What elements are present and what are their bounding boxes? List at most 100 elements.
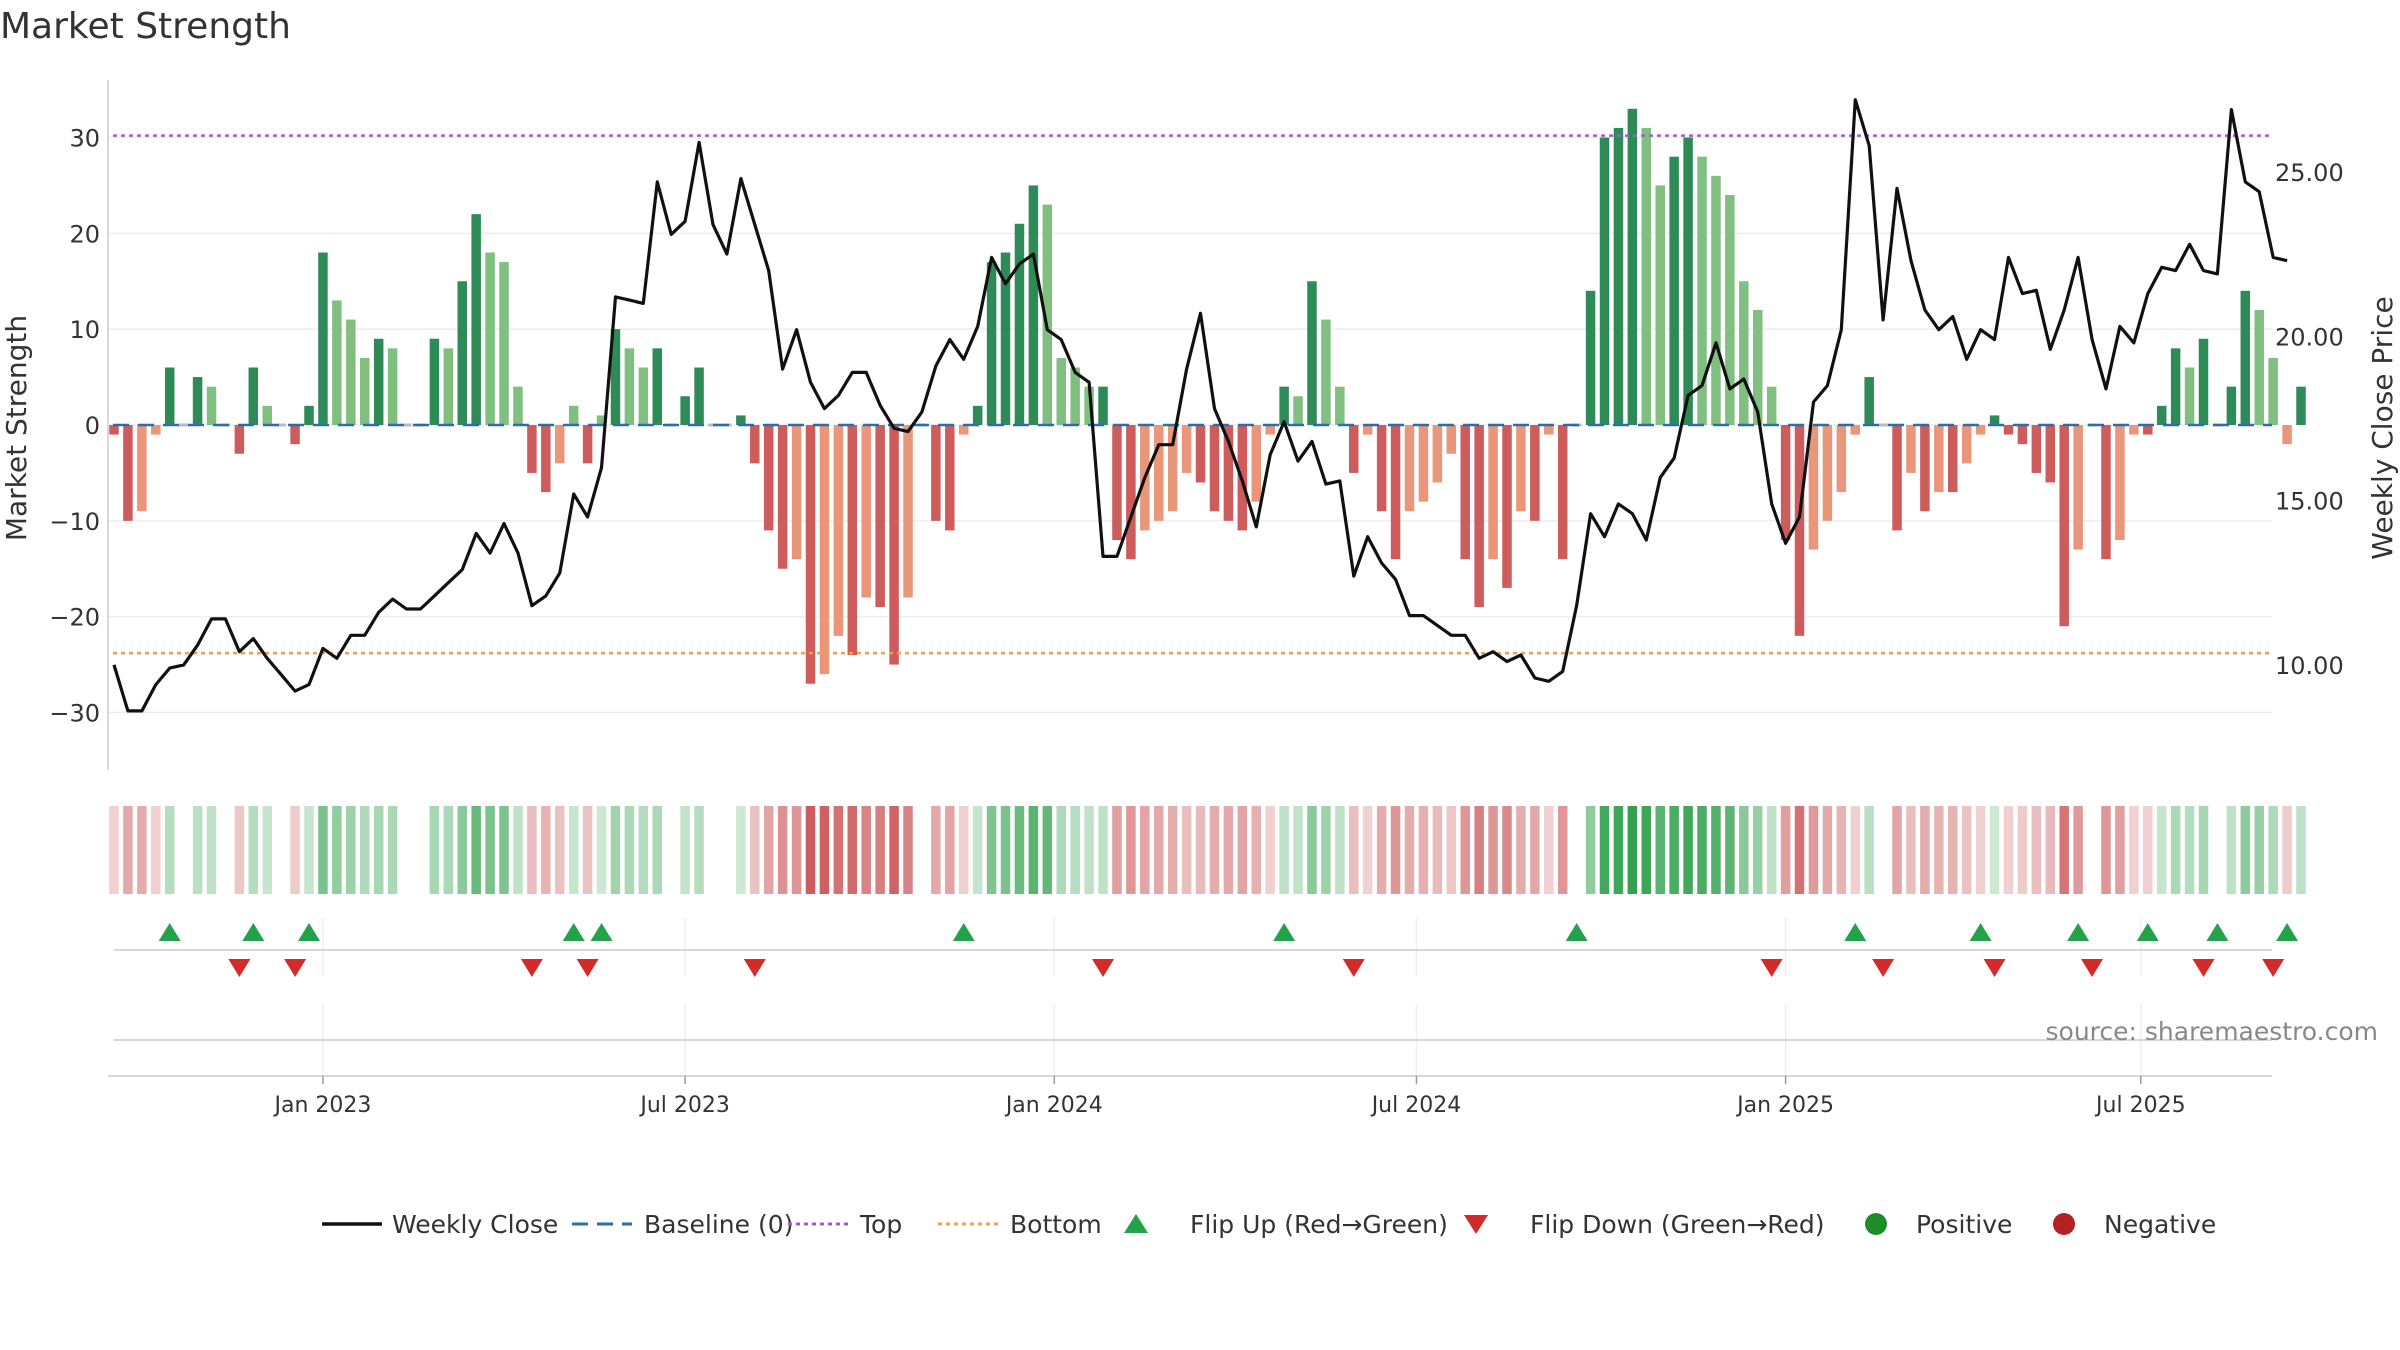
strength-bar <box>262 405 272 425</box>
strength-strip-cell <box>1585 806 1596 894</box>
legend-item: Negative <box>2053 1210 2216 1239</box>
strength-bar <box>1056 357 1066 425</box>
strength-strip-cell <box>1140 806 1150 894</box>
legend-item: Bottom <box>938 1210 1102 1239</box>
strength-strip-cell <box>1488 806 1498 894</box>
strength-strip-cell <box>652 806 663 894</box>
strength-strip-cell <box>1084 806 1094 894</box>
strength-bar <box>276 423 286 427</box>
strength-bar <box>1404 425 1415 512</box>
strength-bar <box>1446 425 1457 454</box>
strength-bar <box>638 367 649 425</box>
flip-up-marker <box>158 923 181 941</box>
flip-down-marker <box>2081 959 2104 977</box>
strength-bar <box>1683 137 1693 425</box>
strength-bar <box>1265 425 1275 435</box>
strength-bar <box>1418 425 1429 502</box>
strength-bar <box>2031 425 2042 473</box>
flip-down-marker <box>520 959 543 977</box>
strength-strip-cell <box>1195 806 1206 894</box>
y-left-tick-label: −30 <box>49 700 100 728</box>
chart-title: Market Strength <box>0 6 291 47</box>
strength-bar <box>318 252 328 425</box>
strength-bar <box>1070 367 1080 425</box>
strength-strip-cell <box>359 806 370 894</box>
strength-bar <box>1195 425 1206 483</box>
strength-strip-cell <box>1460 806 1470 894</box>
strength-strip-cell <box>2017 806 2028 894</box>
strength-bar <box>109 425 119 435</box>
strength-bar <box>2254 310 2264 425</box>
strength-bar <box>791 425 802 560</box>
strength-strip-cell <box>2282 806 2292 894</box>
strength-strip-cell <box>1181 806 1192 894</box>
strength-bar <box>1585 290 1596 425</box>
flip-up-marker <box>2276 923 2299 941</box>
strength-strip-cell <box>1878 806 1888 894</box>
strength-bar <box>387 348 398 425</box>
strength-bar <box>875 425 885 608</box>
strength-strip-cell <box>1641 806 1652 894</box>
strength-bar <box>1906 425 1916 473</box>
strength-strip-cell <box>1822 806 1833 894</box>
strength-bar <box>1822 425 1833 521</box>
strength-strip-cell <box>401 806 412 894</box>
strength-bar <box>750 425 760 464</box>
strength-bar <box>1014 223 1025 425</box>
strength-bar <box>2115 425 2125 540</box>
strength-strip-cell <box>346 806 356 894</box>
strength-bar <box>2101 425 2111 560</box>
strength-bar <box>1599 137 1610 425</box>
strength-strip-cell <box>206 806 217 894</box>
strength-strip-cell <box>2268 806 2278 894</box>
strength-bar <box>1181 425 1192 473</box>
strength-bar <box>1362 425 1373 435</box>
strength-strip-cell <box>582 806 593 894</box>
strength-bar <box>2198 338 2209 425</box>
strength-strip-cell <box>1335 806 1345 894</box>
strength-strip-cell <box>1000 806 1011 894</box>
strength-bar <box>1154 425 1164 521</box>
legend-item: Baseline (0) <box>572 1210 793 1239</box>
flip-down-marker <box>2262 959 2285 977</box>
strength-strip-cell <box>2226 806 2237 894</box>
strength-strip-cell <box>1237 806 1248 894</box>
strength-bar <box>1878 423 1888 427</box>
strength-bar <box>610 329 621 425</box>
strength-strip-cell <box>276 806 286 894</box>
x-tick-label: Jul 2024 <box>1370 1093 1462 1118</box>
strength-bar <box>2268 357 2278 425</box>
strength-strip-cell <box>1808 806 1819 894</box>
strength-strip-cell <box>248 806 259 894</box>
strength-strip-cell <box>1154 806 1164 894</box>
strength-strip-cell <box>1474 806 1484 894</box>
strength-bar <box>1864 377 1874 425</box>
strength-bar <box>1098 386 1108 425</box>
flip-up-marker <box>2067 923 2090 941</box>
strength-strip-cell <box>1599 806 1610 894</box>
strength-strip-cell <box>903 806 913 894</box>
strength-strip-cell <box>1836 806 1847 894</box>
strength-strip-cell <box>1376 806 1387 894</box>
strength-strip-cell <box>1014 806 1025 894</box>
strength-strip-cell <box>1752 806 1763 894</box>
legend-label: Positive <box>1916 1210 2012 1239</box>
strength-bar <box>513 386 523 425</box>
strength-strip-cell <box>123 806 133 894</box>
strength-strip-cell <box>457 806 467 894</box>
strength-bar <box>1335 386 1345 425</box>
strength-strip-cell <box>777 806 788 894</box>
strength-bar <box>1432 425 1443 483</box>
legend-item: Positive <box>1865 1210 2012 1239</box>
strength-strip-cell <box>1265 806 1275 894</box>
strength-bar <box>1989 415 2000 425</box>
strength-bar <box>1920 425 1930 512</box>
flip-up-marker <box>1565 923 1588 941</box>
flip-up-marker <box>2136 923 2159 941</box>
strength-strip-cell <box>513 806 523 894</box>
legend-label: Baseline (0) <box>644 1210 793 1239</box>
strength-bar <box>1488 425 1498 560</box>
strength-strip-cell <box>889 806 899 894</box>
strength-bar <box>2129 425 2139 435</box>
strength-bar <box>346 319 356 425</box>
